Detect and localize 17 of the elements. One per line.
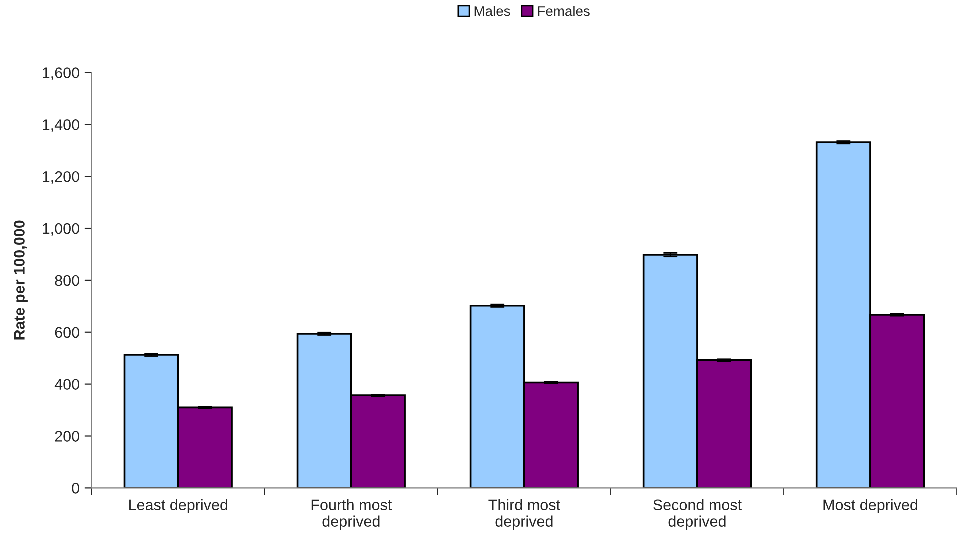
legend-label: Females <box>538 6 590 16</box>
x-tick-label: Least deprived <box>130 499 228 514</box>
x-tick-label: Most deprived <box>824 499 918 514</box>
x-tick-label: Third most deprived <box>488 499 560 530</box>
y-tick-label: 1,600 <box>43 68 80 80</box>
y-tick-label: 1,200 <box>43 171 80 184</box>
y-tick-label: 1,400 <box>43 120 80 132</box>
y-tick-label: 800 <box>55 275 80 286</box>
y-tick-label: 200 <box>55 431 80 442</box>
x-tick-label: Fourth most deprived <box>312 499 392 530</box>
y-axis-title: Rate per 100,000 <box>14 220 28 340</box>
legend-label: Males <box>474 6 510 16</box>
y-tick-label: 0 <box>72 483 80 494</box>
y-tick-label: 1,000 <box>43 223 80 236</box>
x-tick-label: Second most deprived <box>654 499 742 530</box>
y-tick-label: 400 <box>54 379 80 390</box>
y-tick-label: 600 <box>55 327 80 338</box>
